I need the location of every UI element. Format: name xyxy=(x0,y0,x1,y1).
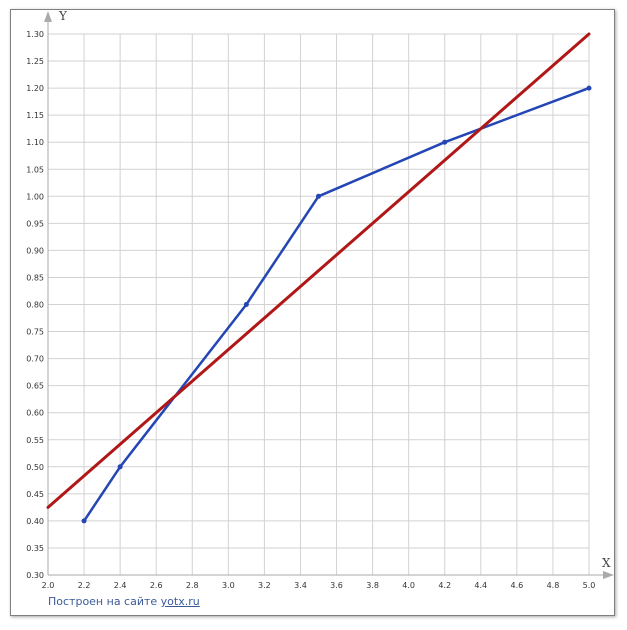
series-line-1 xyxy=(82,86,591,523)
x-tick-label: 4.8 xyxy=(547,581,560,590)
x-tick-label: 2.0 xyxy=(42,581,55,590)
y-tick-label: 0.95 xyxy=(26,219,44,228)
x-tick-label: 4.4 xyxy=(474,581,487,590)
x-tick-label: 3.6 xyxy=(330,581,343,590)
x-tick-label: 2.4 xyxy=(114,581,127,590)
x-tick-labels: 2.0 2.2 2.4 2.6 2.8 3.0 3.2 3.4 3.6 3.8 4.0 4.2 4.4 4… xyxy=(42,581,596,590)
series-lines xyxy=(46,32,592,524)
y-tick-label: 0.75 xyxy=(26,328,44,337)
x-tick-label: 4.2 xyxy=(438,581,451,590)
y-tick-label: 1.20 xyxy=(26,84,44,93)
series-1-point xyxy=(442,139,448,145)
credit-text: Построен на сайте yotx.ru xyxy=(48,595,200,608)
y-axis-arrow xyxy=(44,11,52,22)
chart-frame xyxy=(10,9,615,616)
y-tick-label: 0.85 xyxy=(26,273,44,282)
y-tick-label: 0.65 xyxy=(26,382,44,391)
y-tick-label: 0.60 xyxy=(26,409,44,418)
axes xyxy=(44,11,614,579)
series-1-point xyxy=(117,464,123,470)
credit-prefix: Построен на сайте xyxy=(48,595,161,608)
y-tick-label: 0.80 xyxy=(26,301,44,310)
grid xyxy=(48,33,590,575)
y-tick-label: 0.55 xyxy=(26,436,44,445)
y-tick-label: 0.40 xyxy=(26,517,44,526)
x-tick-label: 2.8 xyxy=(186,581,199,590)
y-tick-label: 0.35 xyxy=(26,544,44,553)
series-1-point xyxy=(316,193,321,199)
x-tick-label: 5.0 xyxy=(583,581,596,590)
series-line-2 xyxy=(46,32,591,509)
y-axis-label: Y xyxy=(58,9,68,23)
y-tick-label: 1.25 xyxy=(26,57,44,66)
x-tick-label: 3.2 xyxy=(258,581,271,590)
x-tick-label: 2.2 xyxy=(78,581,91,590)
y-tick-labels: 0.30 0.35 0.40 0.45 0.50 0.55 0.60 0.65 0.70 0.75… xyxy=(26,30,44,580)
y-tick-label: 1.05 xyxy=(26,165,44,174)
x-tick-label: 3.4 xyxy=(294,581,307,590)
y-tick-label: 1.30 xyxy=(26,30,44,39)
y-tick-label: 0.45 xyxy=(26,490,44,499)
x-axis-arrow xyxy=(603,571,614,579)
y-tick-label: 0.30 xyxy=(26,571,44,580)
y-tick-label: 0.90 xyxy=(26,246,44,255)
series-1-point xyxy=(586,85,592,91)
x-axis-label: X xyxy=(602,556,611,570)
x-tick-label: 4.6 xyxy=(510,581,523,590)
series-1-point xyxy=(243,302,249,307)
y-tick-label: 1.00 xyxy=(26,192,44,201)
credit-link[interactable]: yotx.ru xyxy=(160,595,200,608)
y-tick-label: 1.10 xyxy=(26,138,44,147)
series-1-point xyxy=(81,518,87,524)
y-tick-label: 0.70 xyxy=(26,355,44,364)
x-tick-label: 4.0 xyxy=(402,581,415,590)
x-tick-label: 2.6 xyxy=(150,581,163,590)
x-tick-label: 3.8 xyxy=(366,581,379,590)
y-tick-label: 1.15 xyxy=(26,111,44,120)
x-tick-label: 3.0 xyxy=(222,581,235,590)
y-tick-label: 0.50 xyxy=(26,463,44,472)
